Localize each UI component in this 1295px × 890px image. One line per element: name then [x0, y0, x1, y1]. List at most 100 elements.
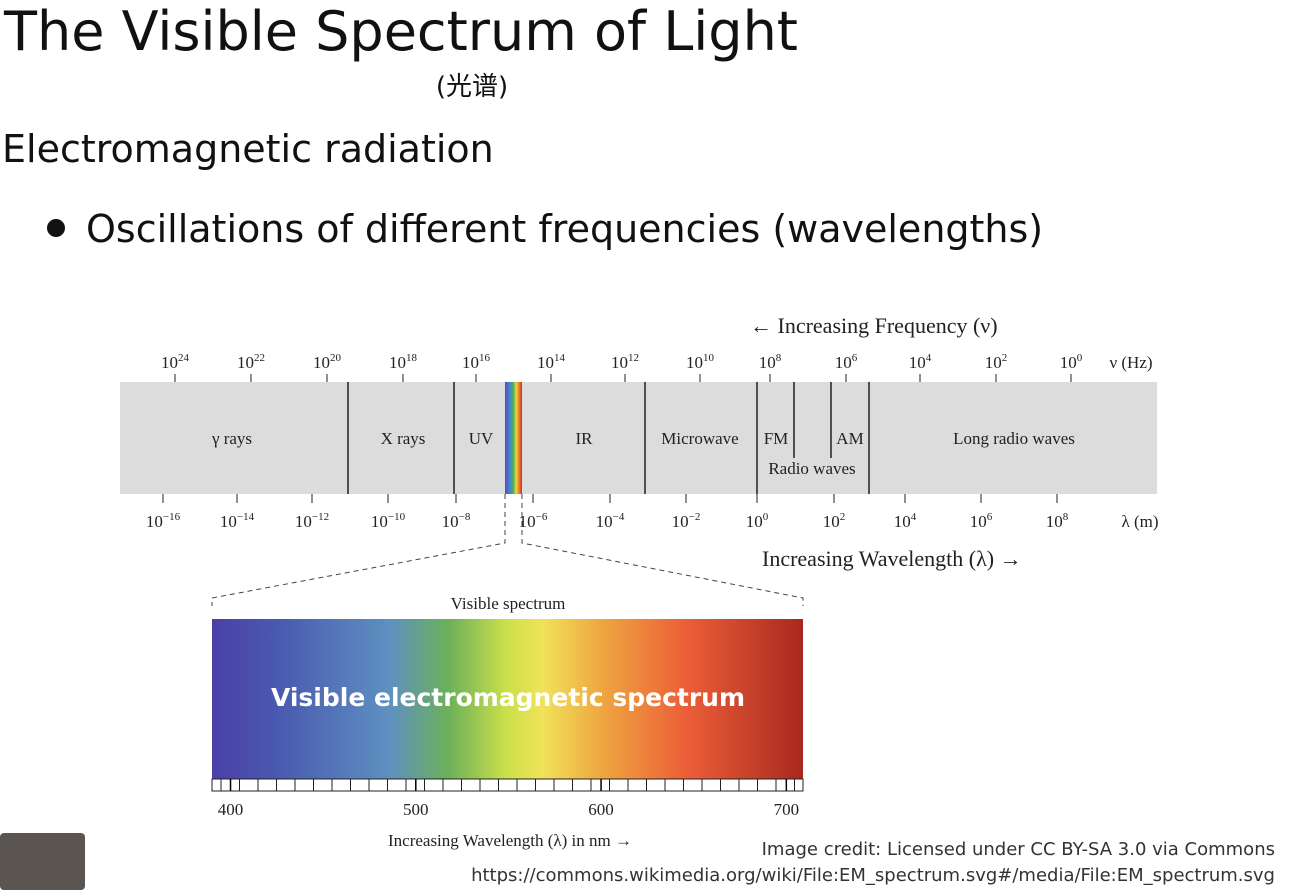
wavelength-unit: λ (m) [1121, 512, 1158, 531]
wavelength-tick-label: 106 [970, 511, 993, 531]
tick-exponent: 2 [1002, 352, 1008, 364]
tick-base: 10 [746, 512, 763, 531]
band-label: Long radio waves [953, 429, 1075, 448]
wavelength-tick-label: 10−14 [220, 511, 255, 531]
frequency-tick-label: 1024 [161, 352, 190, 372]
tick-exponent: −12 [312, 511, 329, 523]
tick-exponent: −14 [237, 511, 255, 523]
frequency-tick-label: 1016 [462, 352, 491, 372]
tick-exponent: −6 [536, 511, 548, 523]
tick-base: 10 [823, 512, 840, 531]
tick-base: 10 [970, 512, 987, 531]
wavelength-tick-label: 10−10 [371, 511, 406, 531]
title: The Visible Spectrum of Light [3, 0, 798, 63]
wavelength-tick-label: 100 [746, 511, 769, 531]
wavelength-tick-label: 10−6 [519, 511, 548, 531]
tick-exponent: 12 [628, 352, 639, 364]
tick-base: 10 [686, 353, 703, 372]
credit-line: Image credit: Licensed under CC BY-SA 3.… [762, 839, 1275, 860]
band-label: γ rays [211, 429, 252, 448]
nm-tick-label: 400 [218, 800, 244, 819]
visible-title: Visible spectrum [451, 594, 566, 613]
spectrum-bar [120, 382, 1157, 494]
tick-base: 10 [985, 353, 1002, 372]
wavelength-tick-label: 102 [823, 511, 846, 531]
em-diagram: ← Increasing Frequency (ν) Increasing Wa… [120, 313, 1159, 850]
frequency-tick-label: 1020 [313, 352, 342, 372]
visible-axis-label: Increasing Wavelength (λ) in nm → [388, 831, 632, 850]
tick-exponent: 4 [911, 511, 917, 523]
subtitle: (光谱) [436, 72, 508, 102]
tick-base: 10 [759, 353, 776, 372]
tick-exponent: 8 [776, 352, 782, 364]
tick-base: 10 [371, 512, 388, 531]
tick-exponent: −4 [613, 511, 625, 523]
wavelength-tick-label: 104 [894, 511, 917, 531]
frequency-tick-label: 102 [985, 352, 1008, 372]
tick-base: 10 [1046, 512, 1063, 531]
radio-label: Radio waves [768, 459, 855, 478]
visible-stripe [505, 382, 522, 494]
tick-exponent: −16 [163, 511, 181, 523]
band-label: UV [469, 429, 494, 448]
frequency-tick-label: 1018 [389, 352, 418, 372]
tick-base: 10 [519, 512, 536, 531]
video-thumbnail [0, 833, 85, 890]
visible-ruler [211, 778, 804, 792]
wavelength-tick-label: 108 [1046, 511, 1069, 531]
tick-base: 10 [237, 353, 254, 372]
tick-base: 10 [596, 512, 613, 531]
nm-tick-label: 700 [774, 800, 800, 819]
tick-base: 10 [672, 512, 689, 531]
tick-exponent: −2 [689, 511, 701, 523]
frequency-tick-label: 106 [835, 352, 858, 372]
visible-box [212, 619, 803, 779]
band-label: Microwave [661, 429, 738, 448]
band-label: IR [576, 429, 594, 448]
tick-exponent: 4 [926, 352, 932, 364]
tick-base: 10 [894, 512, 911, 531]
zoom-lines [211, 494, 804, 606]
tick-exponent: 24 [178, 352, 190, 364]
frequency-tick-label: 1014 [537, 352, 566, 372]
frequency-tick-label: 1022 [237, 352, 265, 372]
band-label: X rays [381, 429, 426, 448]
wavelength-tick-label: 10−16 [146, 511, 181, 531]
bullet-dot [47, 219, 65, 237]
wavelength-tick-label: 10−4 [596, 511, 625, 531]
tick-base: 10 [909, 353, 926, 372]
tick-exponent: 10 [703, 352, 715, 364]
wavelength-caption: Increasing Wavelength (λ) → [762, 546, 1022, 571]
tick-base: 10 [295, 512, 312, 531]
band-label: FM [764, 429, 789, 448]
tick-exponent: 8 [1063, 511, 1069, 523]
tick-exponent: 0 [763, 511, 769, 523]
tick-base: 10 [442, 512, 459, 531]
frequency-tick-label: 108 [759, 352, 782, 372]
tick-base: 10 [161, 353, 178, 372]
tick-base: 10 [462, 353, 479, 372]
tick-base: 10 [220, 512, 237, 531]
tick-base: 10 [146, 512, 163, 531]
frequency-tick-label: 1012 [611, 352, 639, 372]
heading: Electromagnetic radiation [2, 127, 494, 171]
frequency-caption: ← Increasing Frequency (ν) [750, 313, 998, 338]
wavelength-tick-label: 10−2 [672, 511, 701, 531]
tick-exponent: 2 [840, 511, 846, 523]
visible-banner: Visible electromagnetic spectrum [271, 683, 745, 712]
tick-base: 10 [313, 353, 330, 372]
frequency-tick-label: 104 [909, 352, 932, 372]
frequency-tick-label: 100 [1060, 352, 1083, 372]
tick-exponent: −8 [459, 511, 471, 523]
tick-base: 10 [835, 353, 852, 372]
tick-exponent: 6 [987, 511, 993, 523]
frequency-unit: ν (Hz) [1109, 353, 1152, 372]
tick-exponent: 6 [852, 352, 858, 364]
tick-base: 10 [1060, 353, 1077, 372]
tick-exponent: 14 [554, 352, 566, 364]
tick-exponent: 22 [254, 352, 265, 364]
tick-base: 10 [537, 353, 554, 372]
